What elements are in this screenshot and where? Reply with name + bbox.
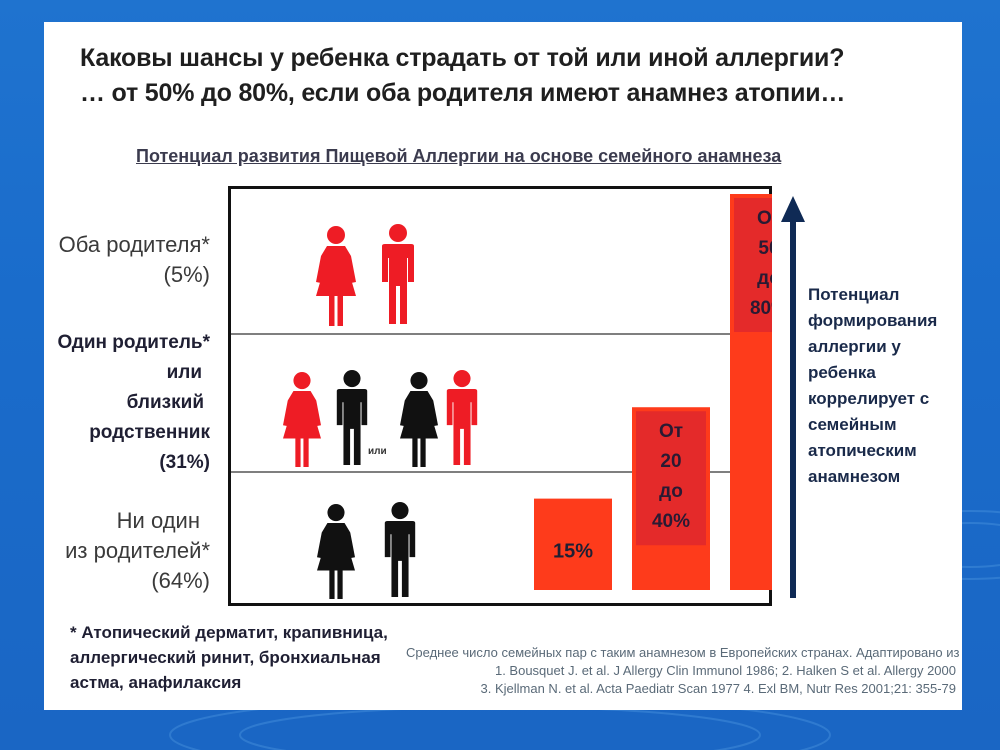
up-arrow-icon xyxy=(781,196,805,598)
male-figure-icon xyxy=(446,370,478,465)
male-figure-icon xyxy=(336,370,368,465)
arrow-caption: Потенциал формирования аллергии у ребенк… xyxy=(808,282,958,490)
row-label-one-parent: Один родитель* или близкий родственник (… xyxy=(57,328,210,478)
arrow-caption-line4: ребенка xyxy=(808,363,876,382)
source-line3: 3. Kjellman N. et al. Acta Paediatr Scan… xyxy=(480,681,956,696)
footnote-line2: аллергический ринит, бронхиальная xyxy=(70,648,381,667)
female-figure-icon xyxy=(400,372,438,467)
source-line2: 1. Bousquet J. et al. J Allergy Clin Imm… xyxy=(494,663,956,678)
correlation-arrow xyxy=(778,192,808,602)
bar-3-label-2: 50 xyxy=(758,238,772,259)
slide-title-line2: … от 50% до 80%, если оба родителя имеют… xyxy=(80,79,846,107)
bar-2-label-3: до xyxy=(659,481,683,502)
bar-2-label-box xyxy=(636,411,706,546)
bar-3-label-3: до xyxy=(757,268,772,289)
row-label-none-line3: (64%) xyxy=(151,568,210,593)
bar-3-label-box xyxy=(734,198,772,332)
or-label: или xyxy=(368,446,387,457)
row-label-one-line3: близкий xyxy=(126,392,204,413)
arrow-caption-line1: Потенциал xyxy=(808,285,900,304)
chart-subtitle: Потенциал развития Пищевой Аллергии на о… xyxy=(136,146,782,166)
male-figure-icon xyxy=(384,502,416,597)
female-figure-icon xyxy=(283,372,321,467)
row-label-none-line1: Ни один xyxy=(116,508,200,533)
chart-svg: 15% От 20 до 40% От 50 до 80% или xyxy=(228,186,772,606)
row-label-one-line1: Один родитель* xyxy=(57,332,210,353)
row-label-one-line4: родственник xyxy=(89,422,210,443)
bar-1 xyxy=(534,498,612,590)
row-label-both-line1: Оба родителя* xyxy=(58,232,210,257)
male-figure-icon xyxy=(382,224,414,324)
footnote-line3: астма, анафилаксия xyxy=(70,673,242,692)
row-label-none-line2: из родителей* xyxy=(65,538,210,563)
footnote-line1: * Атопический дерматит, крапивница, xyxy=(70,623,388,642)
bar-2-label-4: 40% xyxy=(652,511,690,532)
row-label-one-line2: или xyxy=(166,362,202,383)
arrow-caption-line7: атопическим xyxy=(808,441,917,460)
bar-2-label-1: От xyxy=(659,421,683,442)
arrow-caption-line8: анамнезом xyxy=(808,467,901,486)
female-figure-icon xyxy=(317,504,355,599)
source-citation: Среднее число семейных пар с таким анамн… xyxy=(406,644,960,698)
arrow-caption-line2: формирования xyxy=(808,311,938,330)
arrow-caption-line6: семейным xyxy=(808,415,897,434)
row-label-no-parents: Ни один из родителей* (64%) xyxy=(65,506,210,596)
footnote: * Атопический дерматит, крапивница, алле… xyxy=(70,620,430,695)
arrow-caption-line3: аллергии у xyxy=(808,337,901,356)
row-label-both-parents: Оба родителя* (5%) xyxy=(59,230,210,290)
female-figure-icon xyxy=(316,226,356,326)
slide-title: Каковы шансы у ребенка страдать от той и… xyxy=(80,44,845,72)
arrow-caption-line5: коррелирует с xyxy=(808,389,930,408)
bar-1-label: 15% xyxy=(553,541,593,563)
row-label-one-line5: (31%) xyxy=(159,452,210,473)
bar-3-label-1: От xyxy=(757,208,772,229)
source-line1: Среднее число семейных пар с таким анамн… xyxy=(406,645,960,660)
bar-2-label-2: 20 xyxy=(660,451,681,472)
family-history-chart: 15% От 20 до 40% От 50 до 80% или xyxy=(228,186,772,606)
slide: Каковы шансы у ребенка страдать от той и… xyxy=(44,22,962,710)
bar-3-label-4: 80% xyxy=(750,298,772,319)
row-label-both-line2: (5%) xyxy=(163,262,210,287)
